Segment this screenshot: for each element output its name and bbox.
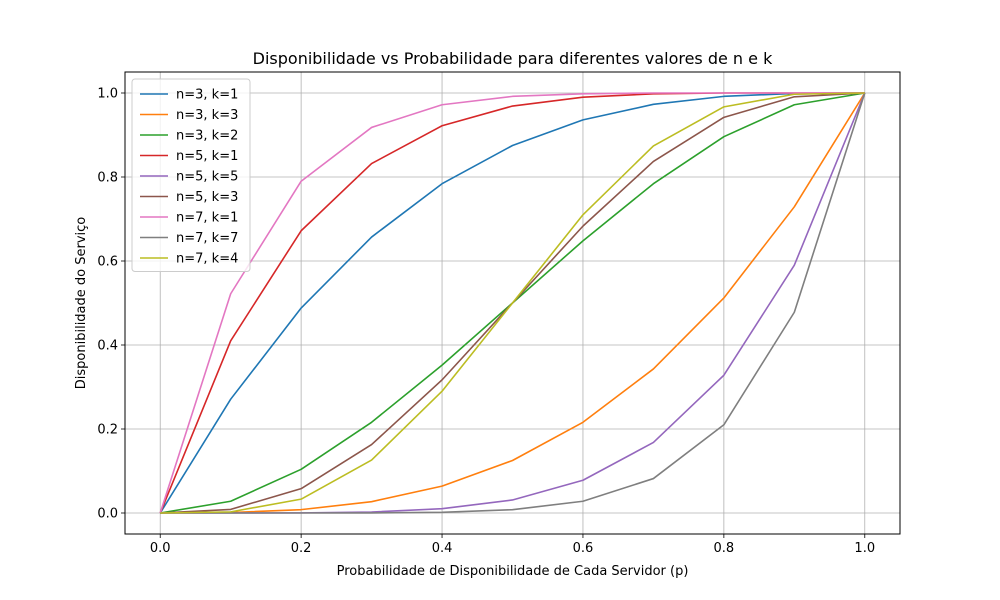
legend-label: n=7, k=4 — [176, 252, 238, 267]
legend-label: n=7, k=7 — [176, 231, 238, 246]
y-tick-label: 0.8 — [97, 171, 118, 186]
x-tick-label: 1.0 — [854, 541, 875, 556]
x-tick-label: 0.0 — [150, 541, 171, 556]
y-tick-label: 0.2 — [97, 423, 118, 438]
legend-label: n=3, k=3 — [176, 108, 238, 123]
legend-label: n=5, k=3 — [176, 190, 238, 205]
legend-box — [131, 78, 251, 272]
legend: n=3, k=1 n=3, k=3 n=3, k=2 n=5, k=1 n=5, k=5… — [131, 78, 251, 272]
series-line-8 — [160, 92, 866, 514]
series-line-1 — [159, 92, 865, 514]
legend-label: n=3, k=2 — [176, 129, 238, 144]
y-tick-label: 1.0 — [97, 87, 118, 102]
chart-title: Disponibilidade vs Probabilidade para di… — [253, 49, 773, 68]
y-tick-label: 0.6 — [97, 255, 118, 270]
series-line-7 — [159, 92, 865, 514]
legend-label: n=7, k=1 — [176, 211, 238, 226]
legend-label: n=3, k=1 — [176, 88, 238, 103]
y-tick-label: 0.4 — [97, 339, 118, 354]
y-axis-label: Disponibilidade do Serviço — [74, 217, 89, 390]
x-axis-ticks: 0.0 0.2 0.4 0.6 0.8 1.0 — [150, 534, 875, 556]
legend-label: n=5, k=1 — [176, 149, 238, 164]
plot-area — [159, 92, 866, 514]
x-tick-label: 0.8 — [714, 541, 735, 556]
x-tick-label: 0.6 — [573, 541, 594, 556]
grid-lines — [125, 72, 900, 534]
series-line-9 — [160, 92, 865, 514]
x-tick-label: 0.2 — [291, 541, 312, 556]
x-axis-label: Probabilidade de Disponibilidade de Cada… — [337, 564, 689, 579]
plot-frame — [124, 71, 901, 535]
series-line-2 — [160, 92, 866, 514]
legend-label: n=5, k=5 — [176, 170, 238, 185]
y-axis-ticks: 0.0 0.2 0.4 0.6 0.8 1.0 — [97, 87, 125, 522]
x-tick-label: 0.4 — [432, 541, 453, 556]
y-tick-label: 0.0 — [97, 507, 118, 522]
